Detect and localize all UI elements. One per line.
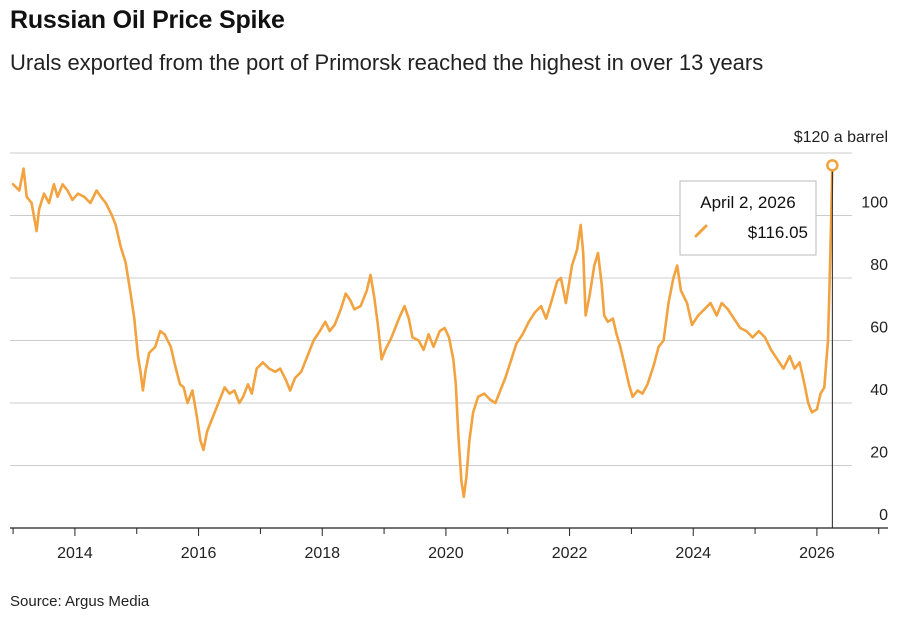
series-line <box>11 164 834 499</box>
highlight-point[interactable] <box>826 159 839 172</box>
y-axis-labels: 0 20 40 60 80 100 <box>861 195 888 525</box>
chart-title: Russian Oil Price Spike <box>10 6 285 34</box>
tooltip: April 2, 2026 $116.05 <box>679 180 817 256</box>
y-axis-unit-label: $120 a barrel <box>794 129 888 146</box>
x-axis: 2014 2016 2018 2020 2022 2024 2026 <box>10 527 888 562</box>
x-tick-label: 2016 <box>181 545 217 562</box>
x-tick-label: 2024 <box>675 545 711 562</box>
x-tick-label: 2014 <box>57 545 93 562</box>
price-series <box>11 164 834 499</box>
highlight-marker <box>826 159 839 528</box>
x-tick-label: 2018 <box>304 545 340 562</box>
tooltip-box <box>679 180 817 256</box>
y-tick-label: 60 <box>870 320 888 337</box>
y-tick-label: 20 <box>870 445 888 462</box>
y-tick-label: 100 <box>861 195 888 212</box>
y-tick-label: 40 <box>870 382 888 399</box>
tooltip-date: April 2, 2026 <box>700 193 795 212</box>
chart-subtitle: Urals exported from the port of Primorsk… <box>10 50 764 75</box>
y-tick-label: 0 <box>879 507 888 524</box>
tooltip-value: $116.05 <box>748 223 808 242</box>
x-tick-label: 2022 <box>552 545 588 562</box>
x-tick-label: 2020 <box>428 545 464 562</box>
y-tick-label: 80 <box>870 257 888 274</box>
source-note: Source: Argus Media <box>10 593 150 610</box>
tooltip-series-swatch <box>694 224 708 238</box>
x-tick-label: 2026 <box>799 545 835 562</box>
